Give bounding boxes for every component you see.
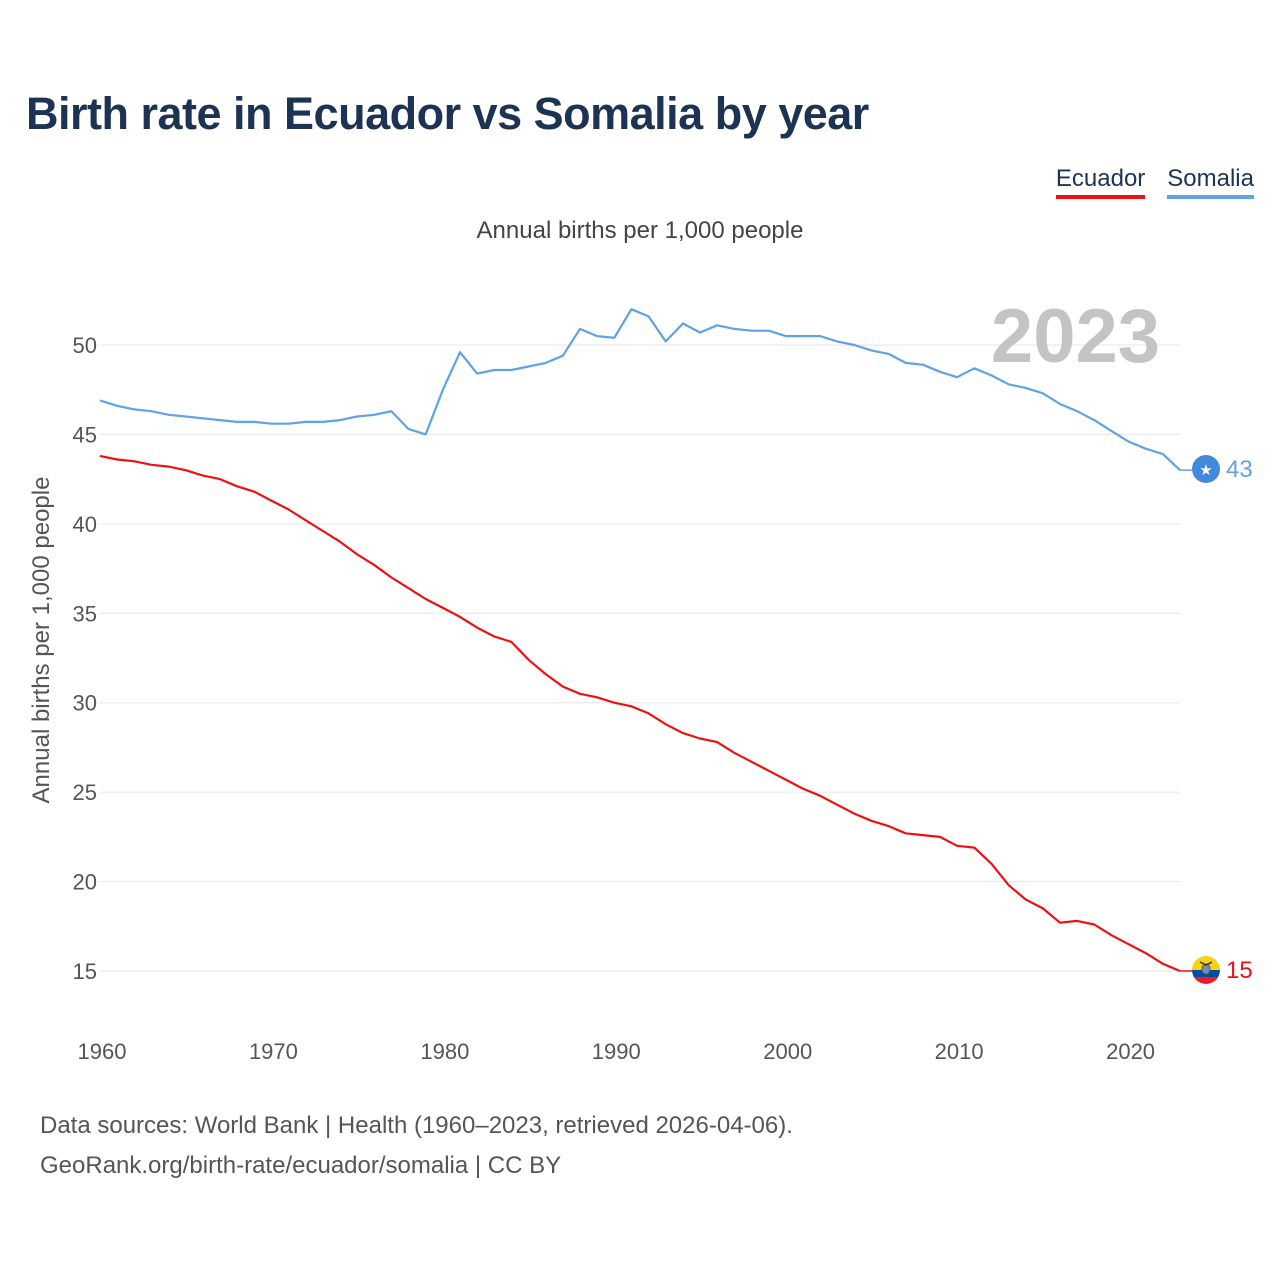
y-tick-label: 35	[73, 601, 97, 626]
ecuador-flag-icon	[1192, 956, 1220, 984]
y-tick-label: 50	[73, 333, 97, 358]
y-axis-ticks: 15 20 25 30 35 40 45 50	[73, 333, 97, 984]
y-tick-label: 25	[73, 780, 97, 805]
series-line-ecuador	[99, 454, 1181, 973]
somalia-flag-icon: ★	[1192, 455, 1220, 483]
x-tick-label: 1980	[420, 1039, 469, 1064]
y-tick-label: 20	[73, 870, 97, 895]
source-note: Data sources: World Bank | Health (1960–…	[40, 1106, 793, 1186]
legend-item-ecuador[interactable]: Ecuador	[1055, 165, 1146, 199]
x-tick-label: 1990	[592, 1039, 641, 1064]
x-tick-label: 1970	[249, 1039, 298, 1064]
y-tick-label: 15	[73, 959, 97, 984]
year-watermark: 2023	[991, 294, 1160, 379]
y-tick-label: 40	[73, 512, 97, 537]
svg-text:★: ★	[1199, 461, 1212, 479]
series-lines	[99, 308, 1192, 973]
x-tick-label: 2000	[763, 1039, 812, 1064]
source-line-2[interactable]: GeoRank.org/birth-rate/ecuador/somalia |…	[40, 1152, 562, 1179]
x-tick-label: 1960	[78, 1039, 127, 1064]
y-tick-label: 45	[73, 422, 97, 447]
series-line-somalia	[99, 308, 1181, 472]
end-label-somalia: 43	[1226, 456, 1253, 483]
grid-lines	[100, 344, 1180, 972]
source-line-1: Data sources: World Bank | Health (1960–…	[40, 1112, 793, 1139]
chart-subtitle: Annual births per 1,000 people	[476, 217, 804, 244]
chart-title: Birth rate in Ecuador vs Somalia by year	[26, 88, 869, 139]
x-tick-label: 2020	[1106, 1039, 1155, 1064]
legend: Ecuador Somalia	[1055, 165, 1254, 199]
x-tick-label: 2010	[935, 1039, 984, 1064]
x-axis-ticks: 1960 1970 1980 1990 2000 2010 2020	[78, 1039, 1156, 1064]
end-label-ecuador: 15	[1226, 957, 1253, 984]
legend-item-somalia[interactable]: Somalia	[1167, 165, 1254, 199]
y-tick-label: 30	[73, 691, 97, 716]
